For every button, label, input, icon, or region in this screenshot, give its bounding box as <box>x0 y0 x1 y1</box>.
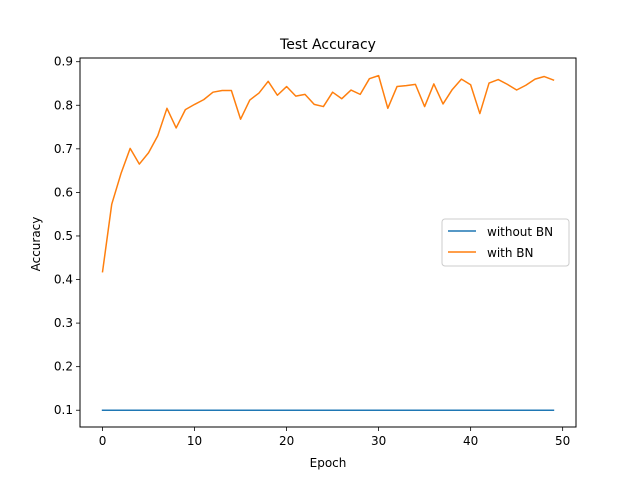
y-tick-label: 0.8 <box>54 98 73 112</box>
y-axis-ticks: 0.1 0.2 0.3 0.4 0.5 0.6 0.7 0.8 0.9 <box>54 55 80 417</box>
series-line-with-bn <box>101 74 555 273</box>
x-tick-label: 20 <box>279 434 294 448</box>
y-tick-label: 0.1 <box>54 403 73 417</box>
y-tick-label: 0.9 <box>54 55 73 69</box>
x-axis-ticks: 0 10 20 30 40 50 <box>99 427 570 448</box>
x-tick-label: 40 <box>463 434 478 448</box>
x-tick-label: 0 <box>99 434 107 448</box>
y-axis-label: Accuracy <box>29 217 43 272</box>
x-tick-label: 10 <box>187 434 202 448</box>
legend-label-without-bn: without BN <box>487 225 553 239</box>
x-tick-label: 30 <box>371 434 386 448</box>
legend: without BN with BN <box>441 218 570 267</box>
y-tick-label: 0.5 <box>54 229 73 243</box>
y-tick-label: 0.2 <box>54 360 73 374</box>
y-tick-label: 0.7 <box>54 142 73 156</box>
axes-frame <box>79 57 577 428</box>
chart-title: Test Accuracy <box>279 37 376 53</box>
x-axis-label: Epoch <box>310 456 347 470</box>
legend-label-with-bn: with BN <box>487 246 533 260</box>
x-tick-label: 50 <box>555 434 570 448</box>
y-tick-label: 0.6 <box>54 185 73 199</box>
series-layer <box>101 74 555 411</box>
y-tick-label: 0.3 <box>54 316 73 330</box>
y-tick-label: 0.4 <box>54 273 73 287</box>
